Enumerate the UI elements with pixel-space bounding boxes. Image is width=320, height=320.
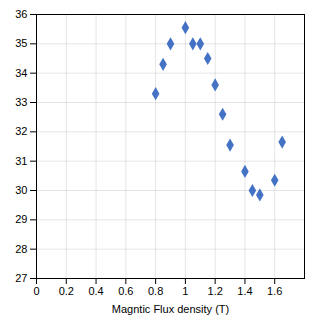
svg-text:29: 29 (15, 213, 27, 225)
svg-text:Magntic Flux density (T): Magntic Flux density (T) (112, 303, 229, 315)
svg-text:36: 36 (15, 8, 27, 20)
svg-text:34: 34 (15, 67, 27, 79)
svg-text:0.4: 0.4 (88, 285, 103, 297)
svg-text:1: 1 (182, 285, 188, 297)
svg-text:31: 31 (15, 155, 27, 167)
svg-text:1.6: 1.6 (267, 285, 282, 297)
svg-text:32: 32 (15, 125, 27, 137)
svg-text:1.2: 1.2 (208, 285, 223, 297)
svg-text:33: 33 (15, 96, 27, 108)
svg-text:27: 27 (15, 272, 27, 284)
svg-text:28: 28 (15, 243, 27, 255)
svg-text:0.6: 0.6 (118, 285, 133, 297)
svg-text:0.8: 0.8 (148, 285, 163, 297)
svg-text:0.2: 0.2 (59, 285, 74, 297)
svg-text:0: 0 (33, 285, 39, 297)
svg-text:35: 35 (15, 37, 27, 49)
svg-text:1.4: 1.4 (237, 285, 252, 297)
svg-text:30: 30 (15, 184, 27, 196)
